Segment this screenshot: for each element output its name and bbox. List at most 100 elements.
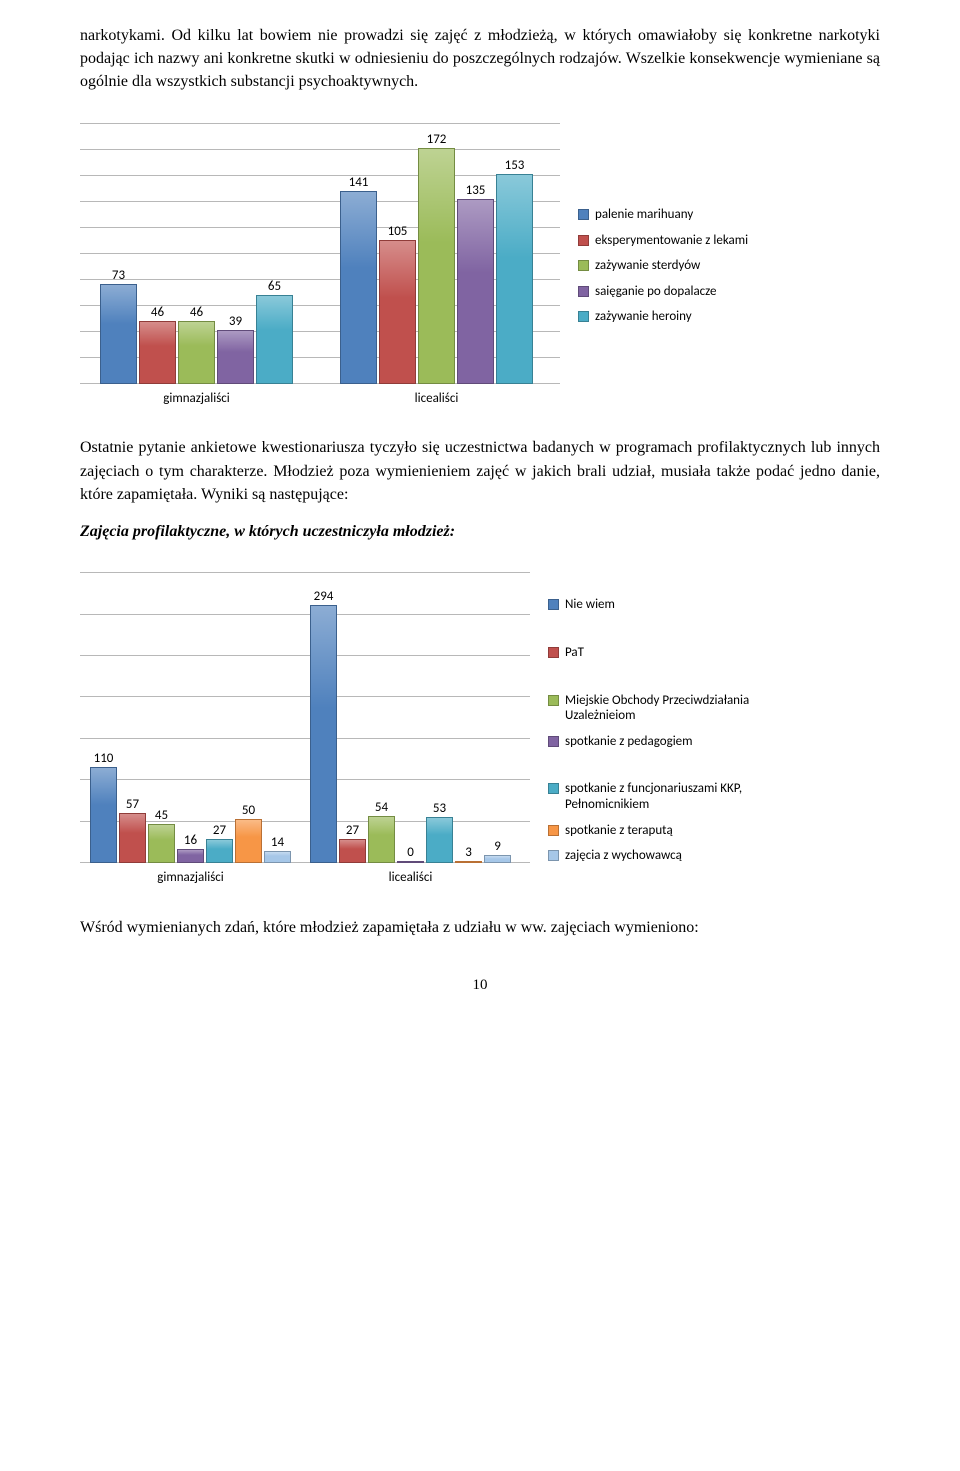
bar-value-label: 57 <box>126 796 139 815</box>
legend-item: palenie marihuany <box>578 207 748 223</box>
paragraph-footer: Wśród wymienianych zdań, które młodzież … <box>80 916 880 939</box>
bar-value-label: 294 <box>314 588 334 607</box>
bar: 54 <box>368 816 395 863</box>
bar-value-label: 9 <box>494 838 501 857</box>
chart2-legend: Nie wiemPaTMiejskie Obchody Przeciwdział… <box>530 573 790 888</box>
bar-value-label: 39 <box>229 313 242 332</box>
legend-swatch <box>548 850 559 861</box>
legend-label: spotkanie z pedagogiem <box>565 734 693 750</box>
bar-value-label: 105 <box>388 223 408 242</box>
bar-value-label: 16 <box>184 832 197 851</box>
bar: 27 <box>339 839 366 863</box>
bar: 153 <box>496 174 533 383</box>
chart2-plot: 110574516275014294275405339 <box>80 573 530 863</box>
bar: 294 <box>310 605 337 863</box>
legend-label: saięganie po dopalacze <box>595 284 716 300</box>
legend-label: zajęcia z wychowawcą <box>565 848 682 864</box>
chart-activities: 110574516275014294275405339 gimnazjaliśc… <box>80 573 880 888</box>
legend-item: spotkanie z teraputą <box>548 823 790 839</box>
bar-value-label: 153 <box>505 157 525 176</box>
section-heading: Zajęcia profilaktyczne, w których uczest… <box>80 520 880 543</box>
page-number: 10 <box>80 975 880 997</box>
bar-value-label: 0 <box>407 844 414 863</box>
legend-swatch <box>548 825 559 836</box>
legend-item: Miejskie Obchody Przeciwdziałania Uzależ… <box>548 693 790 724</box>
bar: 46 <box>139 321 176 384</box>
legend-item: spotkanie z pedagogiem <box>548 734 790 750</box>
legend-item: PaT <box>548 645 790 661</box>
bar: 105 <box>379 240 416 384</box>
bar: 65 <box>256 295 293 384</box>
legend-item: spotkanie z funcjonariuszami KKP, Pełnom… <box>548 781 790 812</box>
bar: 3 <box>455 861 482 864</box>
chart-substances: 7346463965141105172135153 gimnazjaliścil… <box>80 124 880 409</box>
legend-swatch <box>548 599 559 610</box>
bar-group: 110574516275014 <box>90 767 291 864</box>
bar: 135 <box>457 199 494 384</box>
bar-value-label: 54 <box>375 799 388 818</box>
bar-value-label: 14 <box>271 834 284 853</box>
legend-swatch <box>578 260 589 271</box>
bar: 16 <box>177 849 204 863</box>
legend-label: zażywanie heroiny <box>595 309 692 325</box>
bar-value-label: 135 <box>466 182 486 201</box>
bar-value-label: 3 <box>465 844 472 863</box>
bar-value-label: 46 <box>190 304 203 323</box>
legend-label: spotkanie z teraputą <box>565 823 673 839</box>
legend-item: eksperymentowanie z lekami <box>578 233 748 249</box>
legend-item: zażywanie sterdyów <box>578 258 748 274</box>
bar-value-label: 27 <box>346 822 359 841</box>
legend-swatch <box>548 695 559 706</box>
legend-swatch <box>548 647 559 658</box>
bar: 14 <box>264 851 291 863</box>
bar-value-label: 141 <box>349 174 369 193</box>
bar: 110 <box>90 767 117 864</box>
bar: 46 <box>178 321 215 384</box>
legend-label: eksperymentowanie z lekami <box>595 233 748 249</box>
legend-swatch <box>548 736 559 747</box>
legend-label: palenie marihuany <box>595 207 693 223</box>
bar-value-label: 46 <box>151 304 164 323</box>
bar: 57 <box>119 813 146 863</box>
bar: 45 <box>148 824 175 864</box>
legend-item: saięganie po dopalacze <box>578 284 748 300</box>
gridline <box>80 572 530 573</box>
bar-value-label: 65 <box>268 278 281 297</box>
bar: 141 <box>340 191 377 384</box>
legend-item: zażywanie heroiny <box>578 309 748 325</box>
legend-label: PaT <box>565 645 584 661</box>
paragraph-intro: narkotykami. Od kilku lat bowiem nie pro… <box>80 24 880 94</box>
legend-swatch <box>578 209 589 220</box>
legend-swatch <box>578 311 589 322</box>
bar: 172 <box>418 148 455 383</box>
bar-group: 7346463965 <box>100 284 293 384</box>
bar: 73 <box>100 284 137 384</box>
chart1-category-labels: gimnazjaliści licealiści <box>80 390 560 409</box>
legend-label: spotkanie z funcjonariuszami KKP, Pełnom… <box>565 781 790 812</box>
category-label: licealiści <box>310 869 511 888</box>
chart2-category-labels: gimnazjaliści licealiści <box>80 869 530 888</box>
legend-item: zajęcia z wychowawcą <box>548 848 790 864</box>
bar-value-label: 172 <box>427 131 447 150</box>
bar-group: 294275405339 <box>310 605 511 863</box>
bar-value-label: 50 <box>242 802 255 821</box>
bar: 27 <box>206 839 233 863</box>
chart1-plot: 7346463965141105172135153 <box>80 124 560 384</box>
category-label: gimnazjaliści <box>90 869 291 888</box>
paragraph-results-intro: Ostatnie pytanie ankietowe kwestionarius… <box>80 436 880 506</box>
bar-value-label: 53 <box>433 800 446 819</box>
bar: 9 <box>484 855 511 863</box>
bar-group: 141105172135153 <box>340 148 533 383</box>
category-label: gimnazjaliści <box>100 390 293 409</box>
bar-value-label: 110 <box>94 750 114 769</box>
legend-label: zażywanie sterdyów <box>595 258 700 274</box>
legend-label: Miejskie Obchody Przeciwdziałania Uzależ… <box>565 693 790 724</box>
legend-swatch <box>578 235 589 246</box>
bar: 53 <box>426 817 453 864</box>
legend-swatch <box>578 286 589 297</box>
bar-value-label: 45 <box>155 807 168 826</box>
category-label: licealiści <box>340 390 533 409</box>
bar: 0 <box>397 861 424 863</box>
bar-value-label: 27 <box>213 822 226 841</box>
chart1-legend: palenie marihuany eksperymentowanie z lek… <box>560 124 748 409</box>
